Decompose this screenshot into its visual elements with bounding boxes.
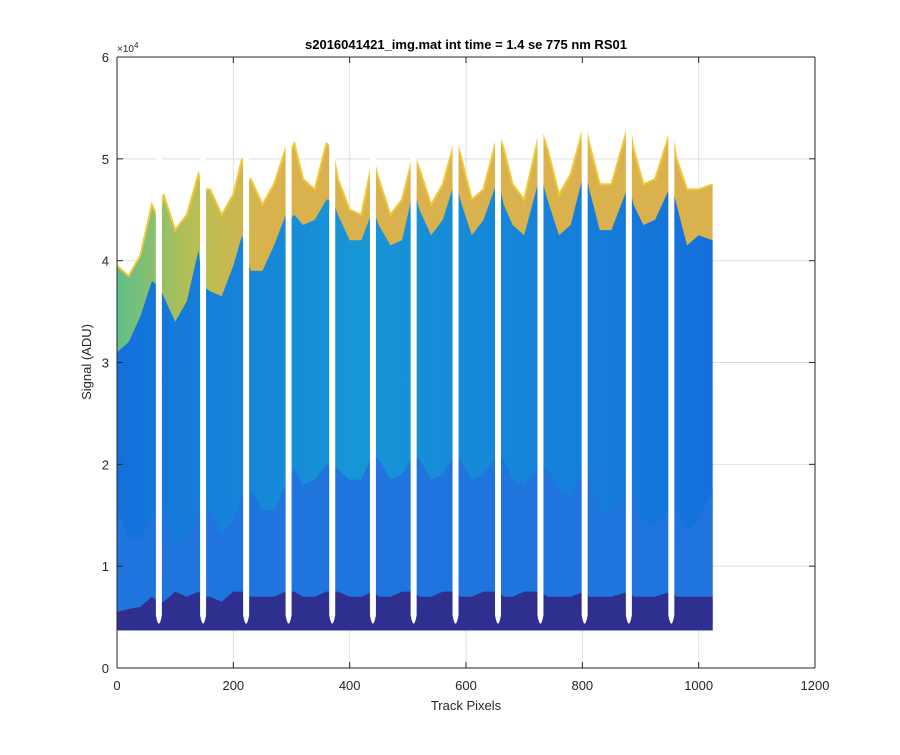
y-tick-labels: 0 1 2 3 4 5 6	[102, 50, 109, 676]
y-tick-label: 6	[102, 50, 109, 65]
y-tick-label: 2	[102, 457, 109, 472]
y-multiplier-exponent: 4	[134, 41, 139, 50]
track-gap	[625, 57, 632, 624]
y-tick-label: 4	[102, 254, 109, 269]
x-tick-label: 400	[339, 678, 361, 693]
x-tick-label: 600	[455, 678, 477, 693]
track-gap	[285, 57, 292, 624]
track-gap	[369, 57, 376, 624]
track-gap	[494, 57, 501, 624]
track-gap	[452, 57, 459, 624]
data-layers	[117, 57, 713, 631]
x-tick-label: 1000	[684, 678, 713, 693]
x-axis-label: Track Pixels	[431, 698, 502, 713]
x-tick-label: 1200	[801, 678, 830, 693]
x-tick-label: 800	[571, 678, 593, 693]
y-multiplier-label: ×104	[117, 41, 139, 55]
y-tick-label: 0	[102, 661, 109, 676]
signal-top-edge	[117, 122, 713, 278]
x-tick-label: 200	[222, 678, 244, 693]
track-gap	[537, 57, 544, 624]
track-gap	[410, 57, 417, 624]
y-tick-label: 3	[102, 356, 109, 371]
track-gap	[243, 57, 250, 624]
track-gap	[668, 57, 675, 624]
axes-box	[116, 56, 816, 669]
track-gap	[329, 57, 336, 624]
y-tick-label: 1	[102, 559, 109, 574]
x-tick-label: 0	[113, 678, 120, 693]
y-axis-label: Signal (ADU)	[79, 324, 94, 400]
chart-title: s2016041421_img.mat int time = 1.4 se 77…	[305, 37, 627, 52]
track-gap	[581, 57, 588, 624]
track-gap	[200, 57, 207, 624]
y-tick-label: 5	[102, 152, 109, 167]
x-tick-labels: 0 200 400 600 800 1000 1200	[113, 678, 829, 693]
track-gap	[155, 57, 162, 624]
